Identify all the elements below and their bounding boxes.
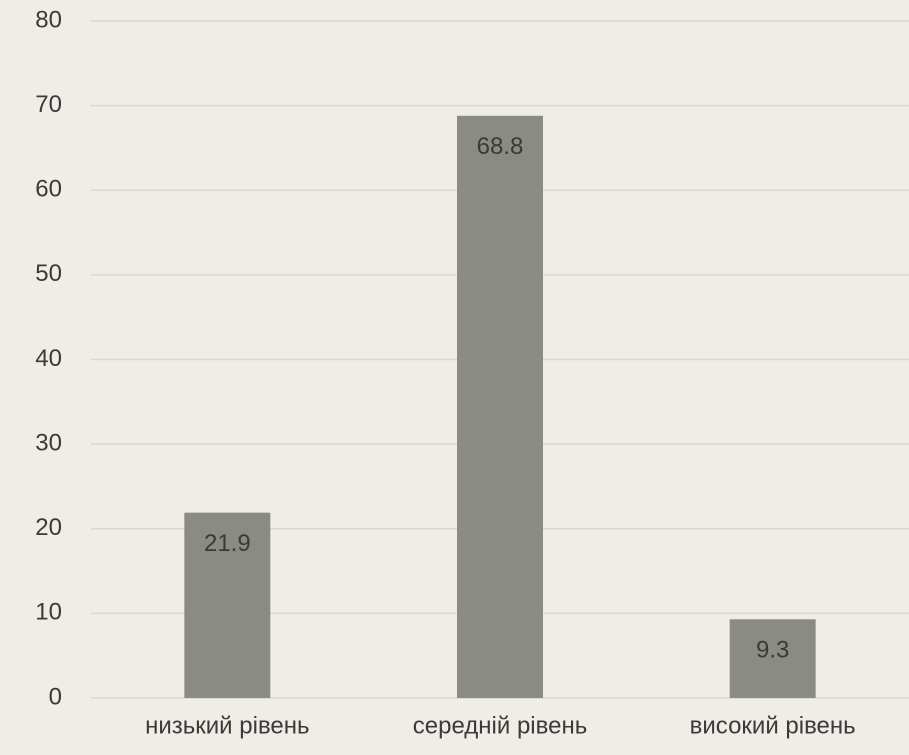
bar bbox=[457, 115, 543, 698]
y-tick-label: 80 bbox=[35, 6, 62, 33]
data-label: 68.8 bbox=[477, 133, 524, 160]
x-tick-label: високий рівень bbox=[690, 712, 856, 739]
y-tick-label: 60 bbox=[35, 176, 62, 203]
y-tick-label: 70 bbox=[35, 91, 62, 118]
y-tick-label: 30 bbox=[35, 429, 62, 456]
x-tick-label: середній рівень bbox=[413, 712, 587, 739]
bar bbox=[184, 512, 271, 698]
data-label: 21.9 bbox=[204, 530, 251, 557]
bar bbox=[729, 619, 816, 698]
y-tick-label: 20 bbox=[35, 514, 62, 541]
data-label: 9.3 bbox=[756, 637, 789, 664]
x-tick-label: низький рівень bbox=[145, 712, 309, 739]
y-tick-label: 40 bbox=[35, 345, 62, 372]
y-tick-label: 50 bbox=[35, 260, 62, 287]
y-tick-label: 10 bbox=[35, 599, 62, 626]
y-tick-label: 0 bbox=[49, 683, 62, 710]
